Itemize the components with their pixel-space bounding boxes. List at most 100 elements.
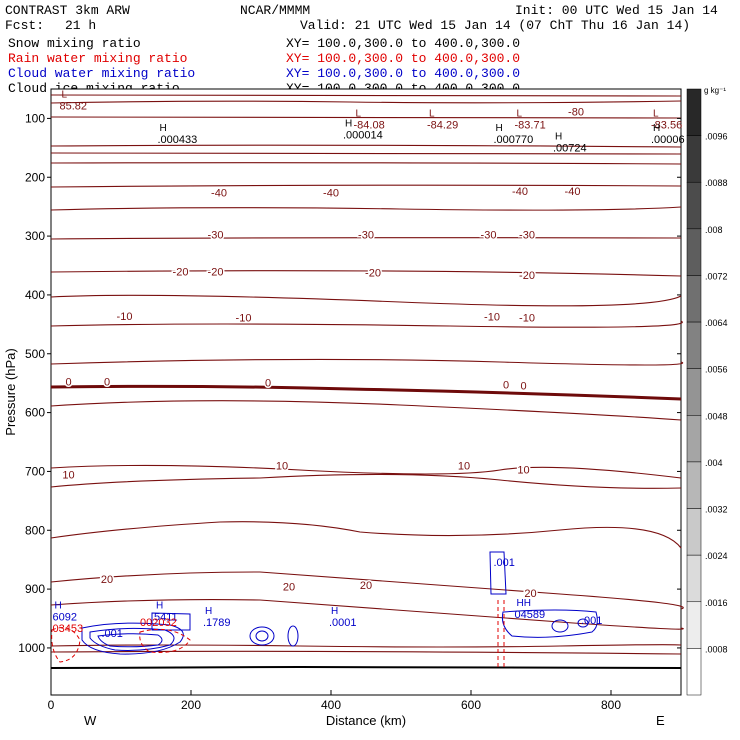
- colorbar-tick-label: .0032: [705, 505, 728, 515]
- extremum-letter: H: [55, 600, 62, 611]
- isotherm-label: 20: [360, 580, 372, 592]
- isotherm-label: 0: [503, 379, 509, 391]
- colorbar-segment: [686, 415, 702, 463]
- freezing-level-line: [50, 384, 682, 401]
- field-rain-xy: XY= 100.0,300.0 to 400.0,300.0: [286, 51, 520, 66]
- isotherm-label: 0: [520, 381, 526, 393]
- isotherm-label: -30: [519, 229, 535, 241]
- extremum-value: .1789: [203, 617, 231, 629]
- terrain-line: [50, 665, 682, 669]
- y-tick-label: 100: [25, 111, 45, 125]
- colorbar-tick-label: .004: [705, 458, 723, 468]
- isotherm-label: -30: [481, 229, 497, 241]
- colorbar-segment: [686, 135, 702, 183]
- colorbar-segment: [686, 601, 702, 649]
- isotherm-label: -30: [208, 229, 224, 241]
- colorbar-segment: [686, 181, 702, 230]
- extremum-letter: H: [160, 123, 167, 134]
- isotherm-label: 10: [458, 461, 470, 473]
- extremum-value: -84.29: [427, 119, 458, 131]
- isotherm-label: -40: [512, 186, 528, 198]
- extremum-letter: HH: [517, 598, 531, 609]
- extremum-value: 5411: [154, 611, 178, 623]
- colorbar-tick-label: .0008: [705, 644, 728, 654]
- colorbar-tick-label: .0096: [705, 132, 728, 142]
- y-tick-label: 300: [25, 229, 45, 243]
- extremum-value: -84.08: [354, 119, 385, 131]
- isotherm-label: 10: [276, 461, 288, 473]
- extremum-value: .00724: [553, 142, 587, 154]
- extremum-letter: H: [555, 131, 562, 142]
- colorbar-tick-label: .0064: [705, 318, 728, 328]
- field-snow-name: Snow mixing ratio: [8, 36, 141, 51]
- colorbar-segment: [686, 368, 702, 416]
- colorbar-segment: [686, 321, 702, 369]
- isotherm-label: -10: [117, 311, 133, 323]
- x-tick-label: 600: [461, 698, 481, 712]
- extremum-value: .000014: [343, 129, 383, 141]
- fcst-label: Fcst:: [5, 18, 44, 33]
- isotherm-label: 10: [517, 465, 529, 477]
- isotherm-label: -40: [211, 188, 227, 200]
- colorbar-tick-label: .0016: [705, 598, 728, 608]
- extremum-letter: H: [653, 123, 660, 134]
- isotherm-label: -20: [208, 266, 224, 278]
- colorbar-segment: [686, 275, 702, 323]
- extremum-value: .000433: [158, 134, 198, 146]
- y-axis-label: Pressure (hPa): [3, 348, 18, 435]
- extremum-letter: H: [345, 118, 352, 129]
- extremum-value: .000770: [494, 134, 534, 146]
- extremum-letter: L: [517, 108, 523, 119]
- extremum-letter: H: [331, 606, 338, 617]
- isotherm-label: -10: [236, 312, 252, 324]
- extremum-value: .001: [102, 628, 123, 640]
- extremum-value: .00006: [651, 134, 685, 146]
- extremum-value: 002032: [140, 617, 177, 629]
- extremum-letter: L: [429, 108, 435, 119]
- isotherm-label: -40: [323, 188, 339, 200]
- isotherm-label: -20: [173, 266, 189, 278]
- colorbar-segment: [686, 554, 702, 603]
- isotherm-label: 10: [62, 469, 74, 481]
- y-tick-label: 200: [25, 170, 45, 184]
- y-tick-label: 1000: [18, 641, 45, 655]
- colorbar-tick-label: .0088: [705, 178, 728, 188]
- field-snow-xy: XY= 100.0,300.0 to 400.0,300.0: [286, 36, 520, 51]
- center-label: NCAR/MMMM: [240, 3, 310, 18]
- extremum-letter: L: [653, 108, 659, 119]
- extremum-letter: L: [62, 90, 68, 101]
- field-cloudwater-name: Cloud water mixing ratio: [8, 66, 195, 81]
- colorbar-segment: [686, 228, 702, 276]
- extremum-value: -83.56: [651, 119, 682, 131]
- x-tick-label: 200: [181, 698, 201, 712]
- x-tick-label: 0: [48, 698, 55, 712]
- colorbar-segment: [686, 648, 702, 696]
- extremum-value: .001: [581, 615, 602, 627]
- colorbar-tick-label: .0072: [705, 271, 728, 281]
- figure-title: CONTRAST 3km ARW: [5, 3, 130, 18]
- x-axis-label: Distance (km): [326, 713, 406, 728]
- x-tick-label: 800: [601, 698, 621, 712]
- y-tick-label: 400: [25, 288, 45, 302]
- isotherm-label: -10: [519, 312, 535, 324]
- y-tick-label: 500: [25, 347, 45, 361]
- fcst-value: 21 h: [65, 18, 96, 33]
- colorbar-tick-label: .0024: [705, 551, 728, 561]
- extremum-letter: H: [156, 600, 163, 611]
- colorbar-segment: [686, 508, 702, 556]
- y-tick-label: 700: [25, 464, 45, 478]
- isotherm-label: 0: [65, 376, 71, 388]
- isotherm-label: 20: [524, 588, 536, 600]
- isotherm-label: 20: [101, 574, 113, 586]
- extremum-value: 04589: [515, 609, 546, 621]
- isotherm-label: -30: [358, 229, 374, 241]
- field-rain-name: Rain water mixing ratio: [8, 51, 187, 66]
- extremum-value: -83.71: [515, 119, 546, 131]
- colorbar: .0096 .0088 .008 .0072 .0064 .0056 .0048 .004 .0…: [686, 86, 728, 696]
- field-cloudwater-xy: XY= 100.0,300.0 to 400.0,300.0: [286, 66, 520, 81]
- x-end-label-west: W: [84, 713, 97, 728]
- isotherm-lines: [50, 94, 684, 655]
- y-tick-label: 600: [25, 406, 45, 420]
- contour-label: -80: [568, 106, 584, 118]
